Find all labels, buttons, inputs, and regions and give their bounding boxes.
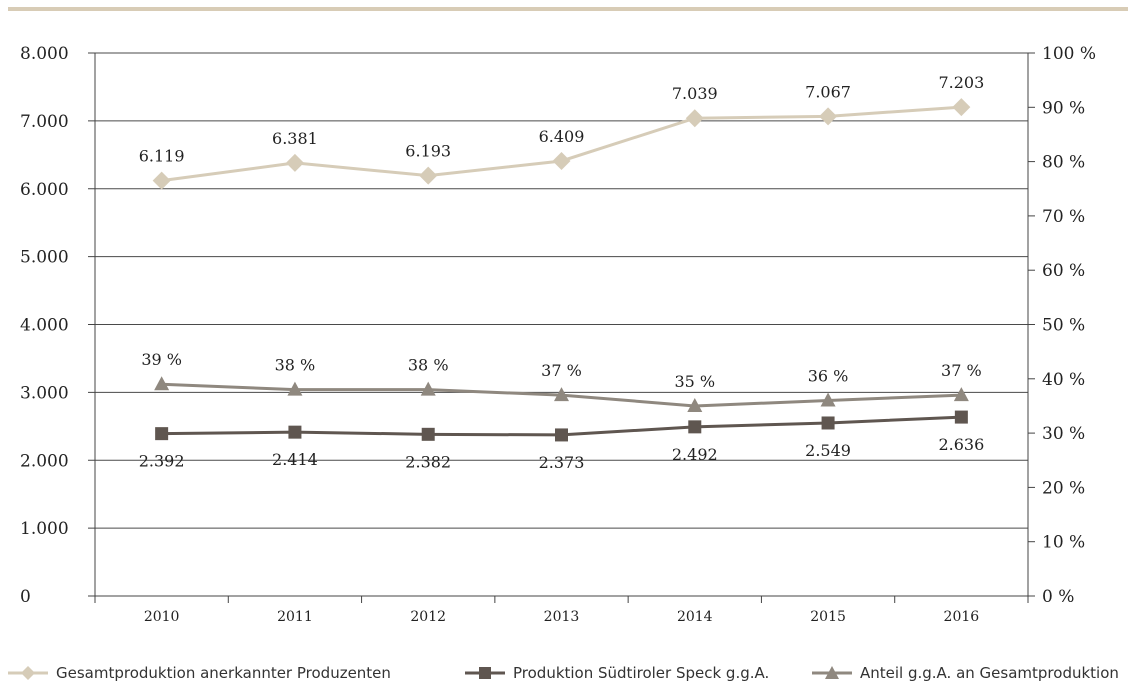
right-tick-label: 100 % xyxy=(1042,44,1096,64)
data-label: 2.382 xyxy=(405,452,451,471)
right-tick-label: 50 % xyxy=(1042,316,1085,336)
square-marker xyxy=(421,427,435,441)
data-label: 39 % xyxy=(141,350,182,369)
square-marker xyxy=(821,416,835,430)
triangle-marker xyxy=(953,387,969,402)
legend-item-anteil: Anteil g.g.A. an Gesamtproduktion xyxy=(812,664,1119,682)
left-tick-label: 5.000 xyxy=(20,248,69,268)
data-label: 36 % xyxy=(808,367,849,386)
legend-item-speck: Produktion Südtiroler Speck g.g.A. xyxy=(465,664,769,682)
x-tick-label: 2013 xyxy=(544,609,580,625)
right-tick-label: 30 % xyxy=(1042,424,1085,444)
triangle-marker xyxy=(420,381,436,396)
line-chart: 0 1.000 2.000 3.000 4.000 5.000 6.000 7.000 8.00… xyxy=(20,44,1096,625)
triangle-marker xyxy=(154,376,170,391)
left-tick-label: 6.000 xyxy=(20,180,69,200)
right-tick-label: 70 % xyxy=(1042,207,1085,227)
right-tick-label: 60 % xyxy=(1042,261,1085,281)
square-marker xyxy=(155,427,169,441)
gridlines xyxy=(95,52,1028,529)
diamond-marker xyxy=(419,166,438,185)
data-label: 6.381 xyxy=(272,129,318,148)
right-tick-label: 40 % xyxy=(1042,370,1085,390)
top-rule xyxy=(8,7,1128,11)
square-marker xyxy=(288,425,302,439)
legend: Gesamtproduktion anerkannter Produzenten… xyxy=(0,664,1132,690)
diamond-marker xyxy=(685,109,704,128)
square-marker xyxy=(954,410,968,424)
right-tick-label: 10 % xyxy=(1042,533,1085,553)
data-label: 2.636 xyxy=(938,435,984,454)
data-label: 7.203 xyxy=(938,73,984,92)
legend-item-gesamtproduktion: Gesamtproduktion anerkannter Produzenten xyxy=(8,664,391,682)
legend-label-speck: Produktion Südtiroler Speck g.g.A. xyxy=(513,664,770,682)
left-tick-label: 4.000 xyxy=(20,316,69,336)
diamond-marker xyxy=(152,171,171,190)
left-tick-label: 2.000 xyxy=(20,451,69,471)
left-axis-ticks: 0 1.000 2.000 3.000 4.000 5.000 6.000 7.000 8.00… xyxy=(20,44,95,607)
data-label: 35 % xyxy=(674,372,715,391)
triangle-marker xyxy=(820,392,836,407)
data-label: 6.193 xyxy=(405,142,451,161)
data-label: 2.414 xyxy=(272,450,318,469)
left-tick-label: 1.000 xyxy=(20,519,69,539)
triangle-marker xyxy=(554,387,569,402)
x-tick-label: 2011 xyxy=(277,609,313,625)
right-tick-label: 80 % xyxy=(1042,153,1085,173)
legend-diamond-icon xyxy=(8,666,48,680)
data-label: 2.492 xyxy=(672,445,718,464)
x-tick-label: 2016 xyxy=(944,609,980,625)
x-tick-label: 2012 xyxy=(410,609,446,625)
diamond-marker xyxy=(952,98,971,117)
right-axis-ticks: 0 % 10 % 20 % 30 % 40 % 50 % 60 % 70 % 80 % 90 % 1… xyxy=(1028,44,1096,607)
data-label: 7.067 xyxy=(805,82,851,101)
x-axis-ticks: 2010 2011 2012 2013 2014 2015 2016 xyxy=(94,596,1029,625)
right-tick-label: 90 % xyxy=(1042,98,1085,118)
legend-square-icon xyxy=(465,667,505,679)
data-label: 37 % xyxy=(941,361,982,380)
triangle-marker xyxy=(287,381,303,396)
right-tick-label: 0 % xyxy=(1042,587,1074,607)
left-tick-label: 8.000 xyxy=(20,44,69,64)
left-tick-label: 3.000 xyxy=(20,383,69,403)
left-tick-label: 7.000 xyxy=(20,112,69,132)
x-tick-label: 2014 xyxy=(677,609,713,625)
data-label: 2.549 xyxy=(805,441,851,460)
x-tick-label: 2015 xyxy=(810,609,846,625)
series-group xyxy=(152,98,971,442)
data-label: 2.373 xyxy=(539,453,585,472)
data-label: 38 % xyxy=(275,356,316,375)
legend-label-gesamtproduktion: Gesamtproduktion anerkannter Produzenten xyxy=(56,664,391,682)
data-label: 6.119 xyxy=(139,147,185,166)
diamond-marker xyxy=(285,153,304,172)
data-label: 38 % xyxy=(408,356,449,375)
square-marker xyxy=(555,428,568,442)
legend-triangle-icon xyxy=(812,666,852,679)
x-tick-label: 2010 xyxy=(144,609,180,625)
data-label: 37 % xyxy=(541,361,582,380)
data-label: 7.039 xyxy=(672,84,718,103)
data-label: 6.409 xyxy=(539,127,585,146)
data-label: 2.392 xyxy=(139,452,185,471)
right-tick-label: 20 % xyxy=(1042,478,1085,498)
triangle-marker xyxy=(687,397,703,412)
left-tick-label: 0 xyxy=(20,587,31,607)
data-labels: 6.119 6.381 6.193 6.409 7.039 7.067 7.203 2.392… xyxy=(139,73,985,472)
square-marker xyxy=(688,420,702,434)
diamond-marker xyxy=(552,151,571,170)
legend-label-anteil: Anteil g.g.A. an Gesamtproduktion xyxy=(860,664,1119,682)
diamond-marker xyxy=(819,107,838,126)
